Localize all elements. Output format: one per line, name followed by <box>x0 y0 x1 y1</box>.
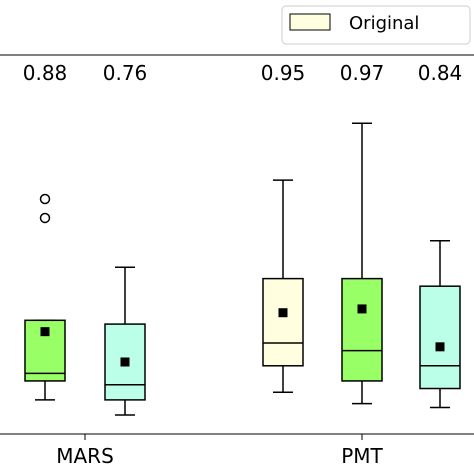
box-body <box>262 277 304 367</box>
mean-marker <box>120 357 130 367</box>
legend-label: Original <box>349 13 419 34</box>
mean-marker <box>357 304 367 314</box>
mean-marker <box>435 342 445 352</box>
box-value-label: 0.95 <box>261 61 306 85</box>
box-value-label: 0.88 <box>23 61 68 85</box>
x-axis-ticks: MARS PMT <box>56 434 384 468</box>
box-value-label: 0.84 <box>418 61 463 85</box>
legend-swatch <box>289 13 331 31</box>
value-labels-layer: 0.88 0.76 0.95 0.97 0.84 <box>23 61 463 85</box>
box-1 <box>24 193 66 401</box>
box-value-label: 0.76 <box>103 61 148 85</box>
mean-marker <box>278 308 288 318</box>
box-3 <box>262 179 304 394</box>
box-5 <box>419 239 461 409</box>
box-body <box>341 277 383 382</box>
boxes-layer <box>24 122 461 416</box>
box-body <box>419 285 461 390</box>
x-tick-label: MARS <box>56 444 114 468</box>
box-4 <box>341 122 383 405</box>
legend: Original <box>281 5 471 45</box>
x-tick-label: PMT <box>341 444 383 468</box>
mean-marker <box>40 327 50 337</box>
box-2 <box>104 266 146 416</box>
outlier-point <box>39 212 51 224</box>
plot-area <box>0 54 474 435</box>
box-value-label: 0.97 <box>340 61 385 85</box>
outlier-point <box>39 193 51 205</box>
